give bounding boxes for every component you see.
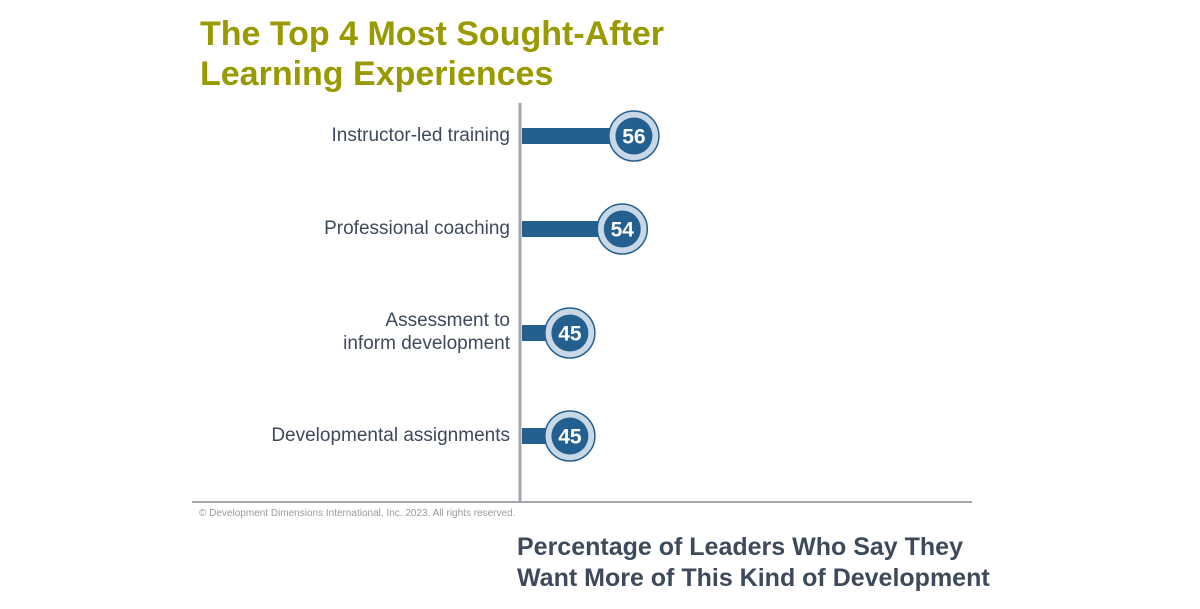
x-axis-label: Percentage of Leaders Who Say They Want … <box>517 533 990 592</box>
value-marker <box>551 417 589 455</box>
category-label: Assessment to inform development <box>343 310 510 354</box>
category-label: Professional coaching <box>324 217 510 239</box>
data-label: 45 <box>558 426 582 449</box>
copyright-text: © Development Dimensions International, … <box>199 508 516 519</box>
value-marker <box>603 210 641 248</box>
category-label: Developmental assignments <box>271 424 510 446</box>
data-label: 56 <box>622 126 645 149</box>
data-label: 54 <box>611 219 635 242</box>
value-marker <box>551 314 589 352</box>
category-label: Instructor-led training <box>331 124 510 146</box>
data-label: 45 <box>558 323 582 346</box>
chart-title: The Top 4 Most Sought-After Learning Exp… <box>200 15 664 93</box>
value-marker <box>615 117 653 155</box>
bar <box>522 128 634 144</box>
